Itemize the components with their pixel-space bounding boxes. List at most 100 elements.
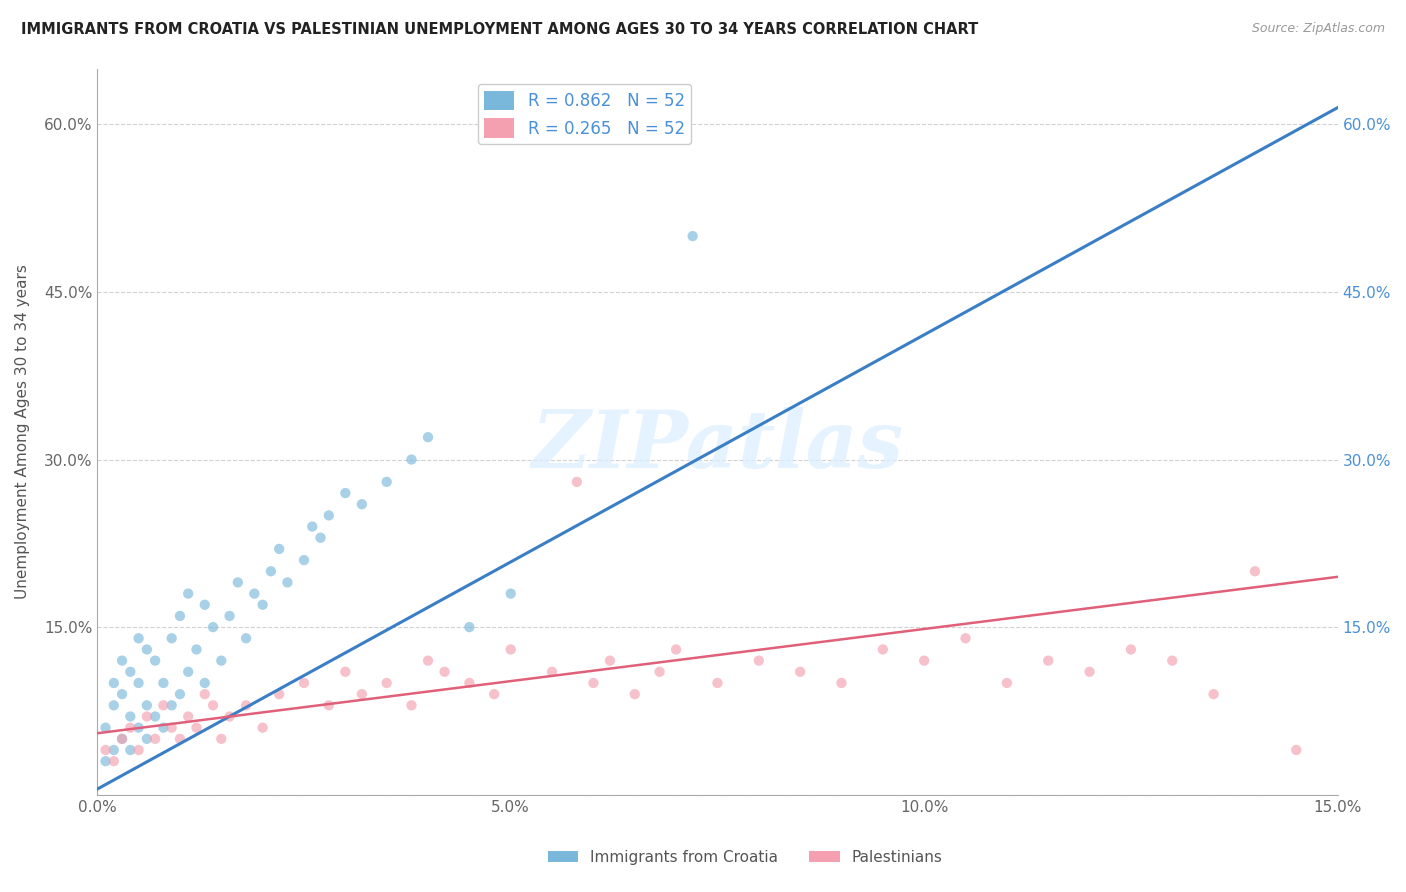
Point — [135, 709, 157, 723]
Point — [135, 698, 157, 713]
Point — [111, 731, 134, 746]
Point — [1078, 665, 1101, 679]
Text: ZIPatlas: ZIPatlas — [531, 408, 904, 485]
Point — [350, 497, 373, 511]
Point — [177, 665, 200, 679]
Point — [269, 541, 291, 556]
Point — [120, 721, 142, 735]
Point — [748, 654, 770, 668]
Point — [599, 654, 621, 668]
Point — [335, 486, 357, 500]
Point — [143, 654, 166, 668]
Point — [120, 709, 142, 723]
Point — [202, 698, 225, 713]
Point — [416, 430, 439, 444]
Point — [160, 721, 183, 735]
Y-axis label: Unemployment Among Ages 30 to 34 years: Unemployment Among Ages 30 to 34 years — [15, 264, 30, 599]
Point — [128, 676, 150, 690]
Point — [789, 665, 811, 679]
Point — [160, 698, 183, 713]
Point — [648, 665, 671, 679]
Point — [375, 475, 398, 489]
Point — [623, 687, 645, 701]
Point — [235, 632, 257, 646]
Point — [120, 665, 142, 679]
Point — [252, 721, 274, 735]
Point — [1038, 654, 1060, 668]
Point — [682, 229, 704, 244]
Point — [128, 632, 150, 646]
Point — [103, 743, 125, 757]
Point — [226, 575, 249, 590]
Point — [152, 698, 174, 713]
Point — [499, 586, 522, 600]
Point — [143, 731, 166, 746]
Point — [243, 586, 266, 600]
Point — [416, 654, 439, 668]
Point — [103, 698, 125, 713]
Legend: Immigrants from Croatia, Palestinians: Immigrants from Croatia, Palestinians — [541, 844, 949, 871]
Legend: R = 0.862   N = 52, R = 0.265   N = 52: R = 0.862 N = 52, R = 0.265 N = 52 — [478, 84, 692, 145]
Point — [94, 721, 117, 735]
Point — [135, 642, 157, 657]
Point — [401, 452, 423, 467]
Point — [94, 754, 117, 768]
Point — [276, 575, 298, 590]
Point — [252, 598, 274, 612]
Point — [318, 698, 340, 713]
Point — [1202, 687, 1225, 701]
Point — [111, 731, 134, 746]
Point — [111, 687, 134, 701]
Point — [169, 731, 191, 746]
Point — [458, 676, 481, 690]
Point — [350, 687, 373, 701]
Point — [152, 676, 174, 690]
Point — [209, 654, 232, 668]
Point — [541, 665, 564, 679]
Point — [194, 676, 217, 690]
Point — [128, 743, 150, 757]
Point — [830, 676, 852, 690]
Point — [582, 676, 605, 690]
Point — [301, 519, 323, 533]
Point — [194, 598, 217, 612]
Point — [375, 676, 398, 690]
Point — [202, 620, 225, 634]
Point — [318, 508, 340, 523]
Text: IMMIGRANTS FROM CROATIA VS PALESTINIAN UNEMPLOYMENT AMONG AGES 30 TO 34 YEARS CO: IMMIGRANTS FROM CROATIA VS PALESTINIAN U… — [21, 22, 979, 37]
Point — [120, 743, 142, 757]
Point — [1161, 654, 1184, 668]
Point — [995, 676, 1018, 690]
Point — [433, 665, 456, 679]
Point — [1119, 642, 1142, 657]
Point — [218, 709, 240, 723]
Point — [401, 698, 423, 713]
Point — [209, 731, 232, 746]
Point — [128, 721, 150, 735]
Point — [260, 564, 283, 578]
Point — [955, 632, 977, 646]
Point — [235, 698, 257, 713]
Point — [160, 632, 183, 646]
Point — [912, 654, 935, 668]
Point — [194, 687, 217, 701]
Point — [482, 687, 505, 701]
Point — [292, 676, 315, 690]
Point — [499, 642, 522, 657]
Point — [186, 642, 208, 657]
Point — [186, 721, 208, 735]
Point — [665, 642, 688, 657]
Text: Source: ZipAtlas.com: Source: ZipAtlas.com — [1251, 22, 1385, 36]
Point — [135, 731, 157, 746]
Point — [218, 609, 240, 624]
Point — [152, 721, 174, 735]
Point — [143, 709, 166, 723]
Point — [565, 475, 588, 489]
Point — [103, 676, 125, 690]
Point — [292, 553, 315, 567]
Point — [1285, 743, 1308, 757]
Point — [169, 609, 191, 624]
Point — [177, 586, 200, 600]
Point — [872, 642, 894, 657]
Point — [269, 687, 291, 701]
